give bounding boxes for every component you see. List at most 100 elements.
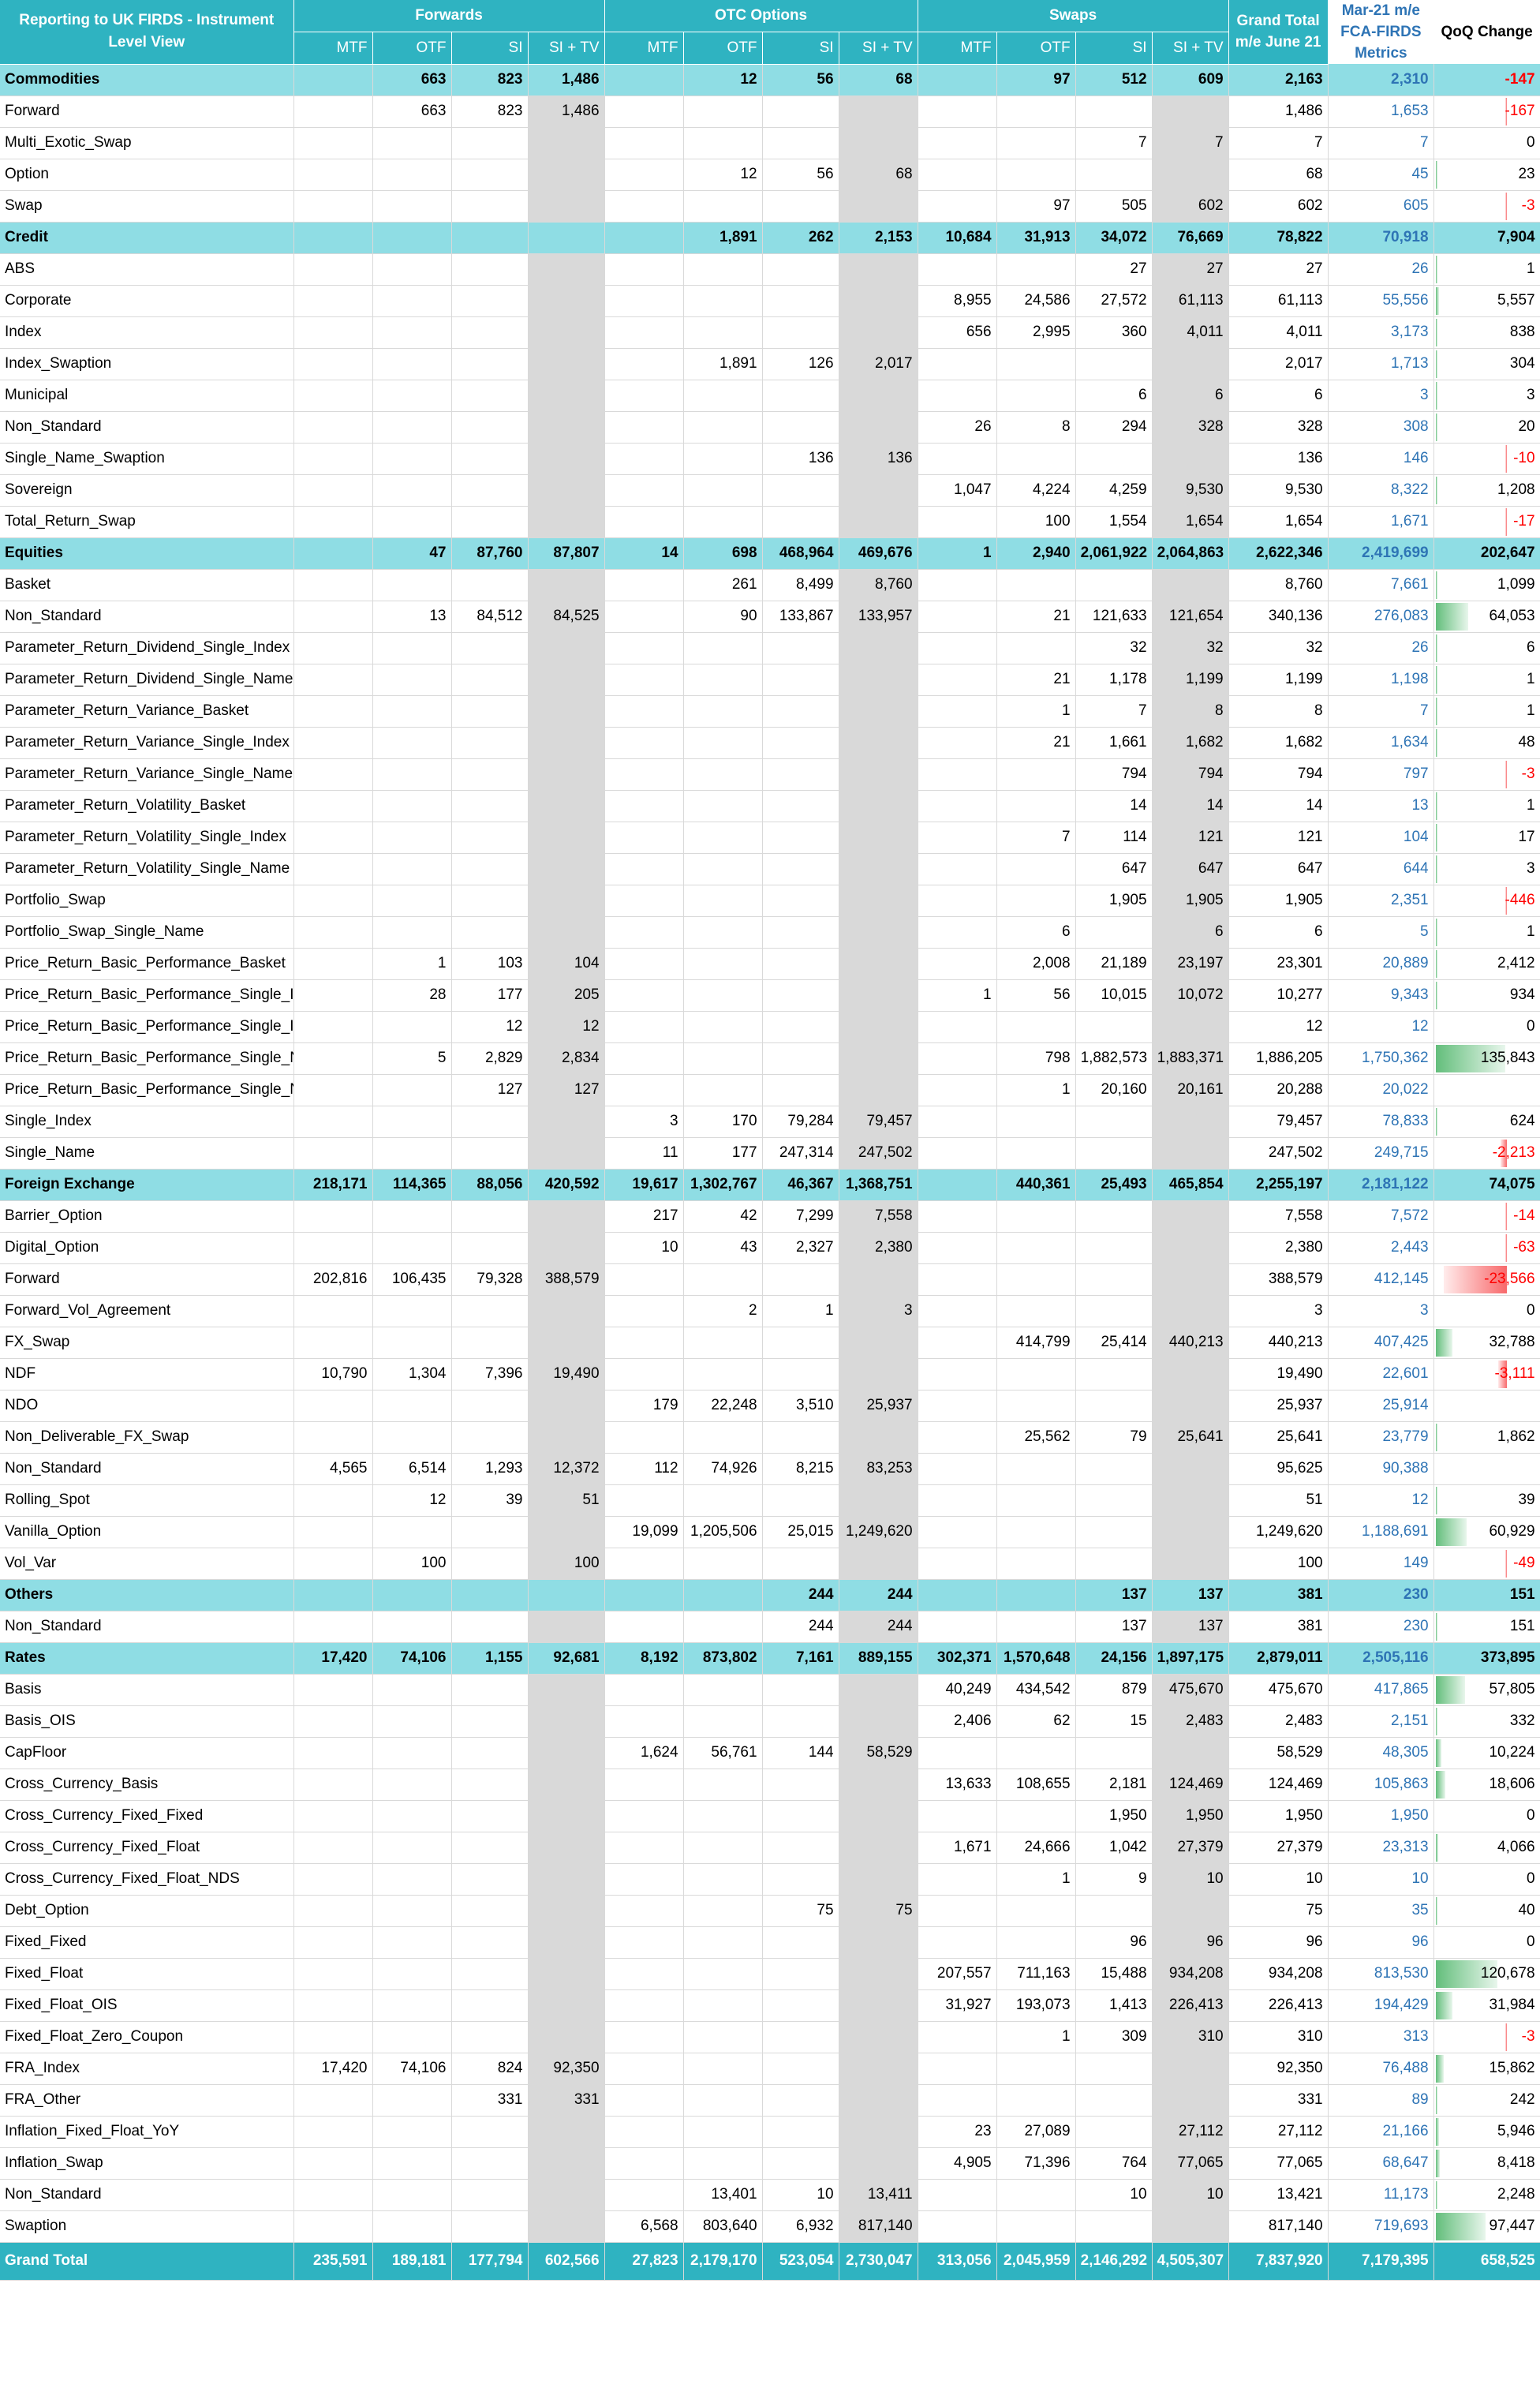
table-row: Portfolio_Swap 1,905 1,905 1,905 2,351 -446 xyxy=(0,885,1540,917)
value-cell: 244 xyxy=(762,1579,839,1611)
value-cell: 469,676 xyxy=(839,537,918,570)
value-cell: 32 xyxy=(1075,632,1153,664)
qoq-value: 60,929 xyxy=(1489,1523,1535,1540)
qoq-cell: 1 xyxy=(1433,790,1540,822)
value-cell: 434,542 xyxy=(996,1674,1076,1706)
value-cell xyxy=(451,1516,529,1548)
table-row: Cross_Currency_Fixed_Float_NDS 1 9 10 10 10 0 xyxy=(0,1863,1540,1896)
value-cell: 133,957 xyxy=(839,601,918,633)
grand-total-cell: 8 xyxy=(1228,695,1329,728)
value-cell xyxy=(451,1327,529,1359)
group-swaps: Swaps xyxy=(918,0,1229,32)
value-cell xyxy=(839,506,918,538)
value-cell: 3 xyxy=(604,1106,684,1138)
value-cell: 202,816 xyxy=(293,1263,373,1296)
qoq-data-bar xyxy=(1435,381,1437,410)
value-cell: 42 xyxy=(683,1200,763,1233)
value-cell xyxy=(683,1800,763,1832)
value-cell xyxy=(451,1200,529,1233)
value-cell xyxy=(293,569,373,601)
value-cell: 27,572 xyxy=(1075,285,1153,317)
row-label: Parameter_Return_Volatility_Single_Name xyxy=(0,853,294,885)
value-cell: 8 xyxy=(1152,695,1229,728)
qoq-cell: 1 xyxy=(1433,916,1540,949)
value-cell xyxy=(451,822,529,854)
value-cell: 56,761 xyxy=(683,1737,763,1769)
value-cell xyxy=(528,2147,605,2180)
value-cell xyxy=(1075,1263,1153,1296)
value-cell xyxy=(839,190,918,223)
value-cell xyxy=(372,159,452,191)
table-row: Index_Swaption 1,891 126 2,017 2,017 1,713 304 xyxy=(0,348,1540,380)
mar21-cell: 276,083 xyxy=(1328,601,1434,633)
grand-total-cell: 2,483 xyxy=(1228,1705,1329,1738)
mar21-cell: 7,572 xyxy=(1328,1200,1434,1233)
mar21-cell: 12 xyxy=(1328,1484,1434,1517)
value-cell xyxy=(839,822,918,854)
qoq-data-bar xyxy=(1435,1612,1437,1641)
table-row: NDO 179 22,248 3,510 25,937 25,937 25,914 xyxy=(0,1390,1540,1422)
value-cell xyxy=(372,1295,452,1327)
value-cell xyxy=(683,885,763,917)
value-cell xyxy=(293,159,373,191)
row-label: FRA_Other xyxy=(0,2084,294,2117)
qoq-value: 8,418 xyxy=(1497,2154,1535,2171)
qoq-data-bar xyxy=(1435,476,1437,504)
mar21-cell: 1,750,362 xyxy=(1328,1042,1434,1075)
value-cell: 10,790 xyxy=(293,1358,373,1391)
value-cell xyxy=(762,1042,839,1075)
value-cell xyxy=(451,1800,529,1832)
qoq-value: 64,053 xyxy=(1489,608,1535,624)
qoq-data-bar xyxy=(1435,571,1437,599)
value-cell xyxy=(293,916,373,949)
mar21-cell: 605 xyxy=(1328,190,1434,223)
value-cell xyxy=(996,2053,1076,2085)
value-cell xyxy=(996,348,1076,380)
value-cell xyxy=(1152,1137,1229,1170)
value-cell xyxy=(451,506,529,538)
value-cell: 2,483 xyxy=(1152,1705,1229,1738)
value-cell xyxy=(683,853,763,885)
grand-total-cell: 23,301 xyxy=(1228,948,1329,980)
value-cell xyxy=(918,758,997,791)
value-cell xyxy=(372,1200,452,1233)
value-cell xyxy=(762,758,839,791)
mar21-cell: 78,833 xyxy=(1328,1106,1434,1138)
value-cell xyxy=(762,95,839,128)
qoq-cell: 658,525 xyxy=(1433,2242,1540,2281)
value-cell xyxy=(604,664,684,696)
value-cell xyxy=(1152,1358,1229,1391)
value-cell xyxy=(293,1327,373,1359)
value-cell xyxy=(293,190,373,223)
qoq-cell: 0 xyxy=(1433,1295,1540,1327)
value-cell: 247,502 xyxy=(839,1137,918,1170)
qoq-cell xyxy=(1433,1390,1540,1422)
value-cell xyxy=(293,1958,373,1990)
value-cell: 21 xyxy=(996,601,1076,633)
mar21-cell: 21,166 xyxy=(1328,2116,1434,2148)
value-cell xyxy=(918,2021,997,2053)
value-cell: 2,829 xyxy=(451,1042,529,1075)
value-cell: 2,940 xyxy=(996,537,1076,570)
value-cell xyxy=(372,1832,452,1864)
grand-total-cell: 12 xyxy=(1228,1011,1329,1043)
value-cell: 12,372 xyxy=(528,1453,605,1485)
row-label: Equities xyxy=(0,537,294,570)
value-cell xyxy=(918,695,997,728)
row-label: NDO xyxy=(0,1390,294,1422)
value-cell xyxy=(451,380,529,412)
value-cell xyxy=(918,1737,997,1769)
value-cell: 23,197 xyxy=(1152,948,1229,980)
value-cell: 2,064,863 xyxy=(1152,537,1229,570)
value-cell: 247,314 xyxy=(762,1137,839,1170)
value-cell: 331 xyxy=(451,2084,529,2117)
value-cell: 798 xyxy=(996,1042,1076,1075)
table-row: NDF 10,790 1,304 7,396 19,490 19,490 22,601 -3,… xyxy=(0,1358,1540,1391)
qoq-cell: 373,895 xyxy=(1433,1642,1540,1675)
table-row: Option 12 56 68 68 45 23 xyxy=(0,159,1540,191)
value-cell: 331 xyxy=(528,2084,605,2117)
qoq-value: 18,606 xyxy=(1489,1776,1535,1792)
row-label: Non_Standard xyxy=(0,2179,294,2211)
value-cell xyxy=(293,222,373,254)
value-cell xyxy=(996,632,1076,664)
